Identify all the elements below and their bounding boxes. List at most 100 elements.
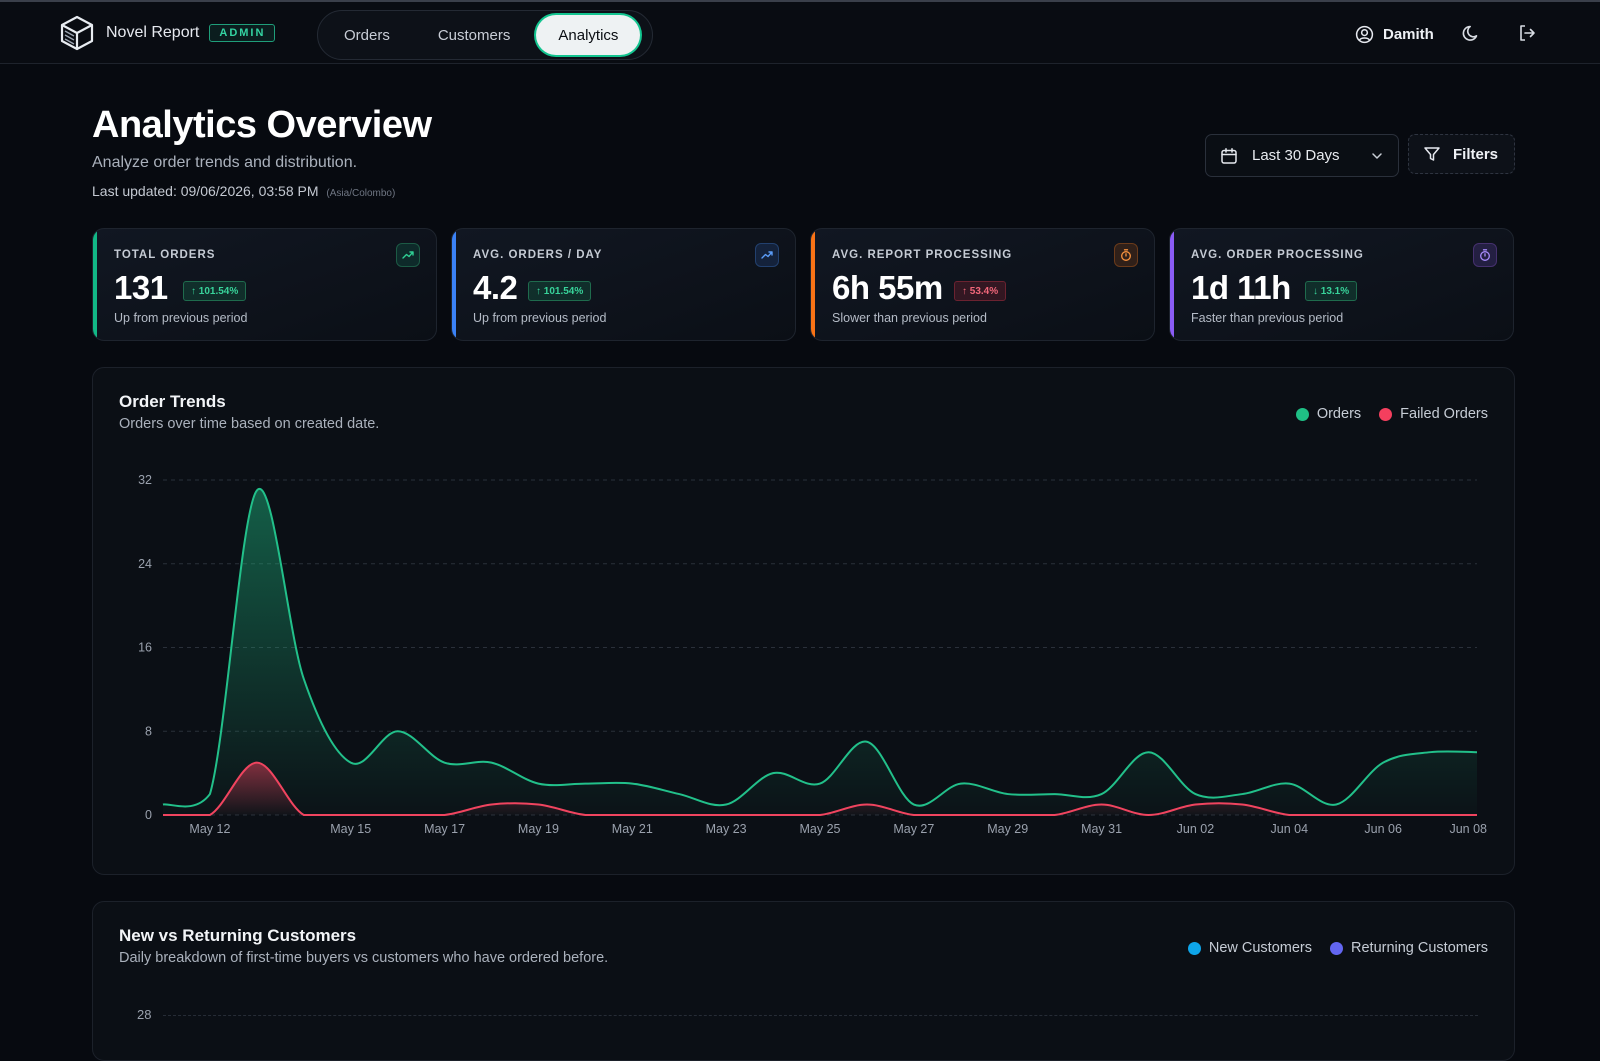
data-point-failed-orders[interactable] bbox=[1471, 809, 1483, 821]
chart-legend: Orders Failed Orders bbox=[1295, 406, 1488, 422]
data-point-failed-orders[interactable] bbox=[1002, 809, 1014, 821]
data-point-failed-orders[interactable] bbox=[1189, 799, 1201, 811]
logout-icon[interactable] bbox=[1516, 22, 1538, 44]
tab-analytics[interactable]: Analytics bbox=[536, 15, 641, 55]
order-trends-panel: Order Trends Orders over time based on c… bbox=[92, 367, 1515, 875]
data-point-orders[interactable] bbox=[1143, 746, 1155, 758]
series-area-orders bbox=[163, 488, 1477, 815]
data-point-orders[interactable] bbox=[1471, 746, 1483, 758]
page-title: Analytics Overview bbox=[92, 104, 432, 146]
data-point-failed-orders[interactable] bbox=[720, 809, 732, 821]
data-point-failed-orders[interactable] bbox=[251, 757, 263, 769]
stat-value: 4.2 bbox=[473, 269, 518, 306]
data-point-failed-orders[interactable] bbox=[673, 809, 685, 821]
panel-title: New vs Returning Customers bbox=[119, 926, 357, 945]
data-point-failed-orders[interactable] bbox=[532, 799, 544, 811]
brand-name: Novel Report bbox=[106, 24, 200, 41]
data-point-orders[interactable] bbox=[345, 757, 357, 769]
data-point-orders[interactable] bbox=[298, 673, 310, 685]
panel-subtitle: Orders over time based on created date. bbox=[119, 416, 380, 432]
legend-label: Returning Customers bbox=[1351, 940, 1488, 956]
brand[interactable]: Novel Report ADMIN bbox=[58, 14, 276, 52]
data-point-failed-orders[interactable] bbox=[814, 809, 826, 821]
legend-dot bbox=[1330, 941, 1343, 955]
data-point-failed-orders[interactable] bbox=[908, 809, 920, 821]
data-point-orders[interactable] bbox=[1236, 788, 1248, 800]
stat-change-badge: ↑ 101.54% bbox=[528, 281, 592, 301]
trending-up-icon bbox=[396, 243, 420, 267]
data-point-failed-orders[interactable] bbox=[1049, 809, 1061, 821]
last-updated-text: Last updated: 09/06/2026, 03:58 PM bbox=[92, 183, 319, 199]
series-area-failed-orders bbox=[163, 762, 1477, 815]
data-point-failed-orders[interactable] bbox=[1096, 799, 1108, 811]
data-point-failed-orders[interactable] bbox=[392, 809, 404, 821]
filters-button[interactable]: Filters bbox=[1408, 134, 1515, 174]
panel-title: Order Trends bbox=[119, 392, 226, 411]
data-point-orders[interactable] bbox=[532, 778, 544, 790]
data-point-orders[interactable] bbox=[720, 799, 732, 811]
data-point-failed-orders[interactable] bbox=[955, 809, 967, 821]
data-point-failed-orders[interactable] bbox=[157, 809, 169, 821]
data-point-orders[interactable] bbox=[1096, 788, 1108, 800]
data-point-orders[interactable] bbox=[1049, 788, 1061, 800]
admin-badge: ADMIN bbox=[209, 24, 276, 42]
data-point-orders[interactable] bbox=[1330, 799, 1342, 811]
data-point-orders[interactable] bbox=[1283, 778, 1295, 790]
data-point-failed-orders[interactable] bbox=[204, 809, 216, 821]
data-point-failed-orders[interactable] bbox=[298, 809, 310, 821]
legend-item-returning-customers[interactable]: Returning Customers bbox=[1330, 940, 1488, 956]
data-point-failed-orders[interactable] bbox=[626, 809, 638, 821]
card-accent bbox=[452, 229, 456, 340]
x-axis-tick-label: May 19 bbox=[518, 822, 559, 836]
calendar-icon bbox=[1221, 147, 1237, 164]
data-point-orders[interactable] bbox=[814, 778, 826, 790]
data-point-orders[interactable] bbox=[251, 484, 263, 496]
data-point-orders[interactable] bbox=[157, 799, 169, 811]
data-point-failed-orders[interactable] bbox=[579, 809, 591, 821]
card-accent bbox=[811, 229, 815, 340]
data-point-failed-orders[interactable] bbox=[1377, 809, 1389, 821]
user-menu[interactable]: Damith bbox=[1355, 20, 1434, 48]
x-axis-tick-label: May 12 bbox=[189, 822, 230, 836]
moon-icon[interactable] bbox=[1461, 22, 1483, 44]
data-point-orders[interactable] bbox=[392, 725, 404, 737]
tab-orders[interactable]: Orders bbox=[344, 26, 390, 44]
data-point-orders[interactable] bbox=[1424, 746, 1436, 758]
legend-item-orders[interactable]: Orders bbox=[1295, 406, 1361, 422]
data-point-failed-orders[interactable] bbox=[1236, 799, 1248, 811]
data-point-failed-orders[interactable] bbox=[767, 809, 779, 821]
data-point-orders[interactable] bbox=[767, 767, 779, 779]
filter-icon bbox=[1424, 147, 1440, 161]
stat-note: Slower than previous period bbox=[832, 311, 987, 325]
data-point-orders[interactable] bbox=[955, 778, 967, 790]
data-point-orders[interactable] bbox=[579, 778, 591, 790]
data-point-failed-orders[interactable] bbox=[1143, 809, 1155, 821]
data-point-orders[interactable] bbox=[626, 778, 638, 790]
tab-customers[interactable]: Customers bbox=[437, 26, 511, 44]
date-range-select[interactable]: Last 30 Days bbox=[1205, 134, 1399, 177]
data-point-failed-orders[interactable] bbox=[861, 799, 873, 811]
data-point-failed-orders[interactable] bbox=[1424, 809, 1436, 821]
data-point-orders[interactable] bbox=[1189, 788, 1201, 800]
data-point-orders[interactable] bbox=[861, 736, 873, 748]
y-axis-tick-label: 16 bbox=[138, 641, 152, 655]
data-point-failed-orders[interactable] bbox=[1283, 809, 1295, 821]
data-point-orders[interactable] bbox=[486, 757, 498, 769]
data-point-failed-orders[interactable] bbox=[439, 809, 451, 821]
data-point-failed-orders[interactable] bbox=[345, 809, 357, 821]
legend-item-new-customers[interactable]: New Customers bbox=[1187, 940, 1312, 956]
data-point-failed-orders[interactable] bbox=[1330, 809, 1342, 821]
data-point-orders[interactable] bbox=[439, 757, 451, 769]
y-axis-tick-label: 0 bbox=[145, 808, 152, 822]
user-name: Damith bbox=[1383, 25, 1434, 43]
data-point-orders[interactable] bbox=[1377, 757, 1389, 769]
stat-card-avg-order-processing: AVG. ORDER PROCESSING 1d 11h ↓ 13.1% Fas… bbox=[1169, 228, 1514, 341]
data-point-orders[interactable] bbox=[908, 799, 920, 811]
legend-dot bbox=[1187, 941, 1201, 955]
data-point-orders[interactable] bbox=[673, 788, 685, 800]
data-point-failed-orders[interactable] bbox=[486, 799, 498, 811]
legend-item-failed-orders[interactable]: Failed Orders bbox=[1379, 406, 1488, 422]
data-point-orders[interactable] bbox=[204, 788, 216, 800]
data-point-orders[interactable] bbox=[1002, 788, 1014, 800]
series-line-failed-orders bbox=[163, 761, 1477, 817]
